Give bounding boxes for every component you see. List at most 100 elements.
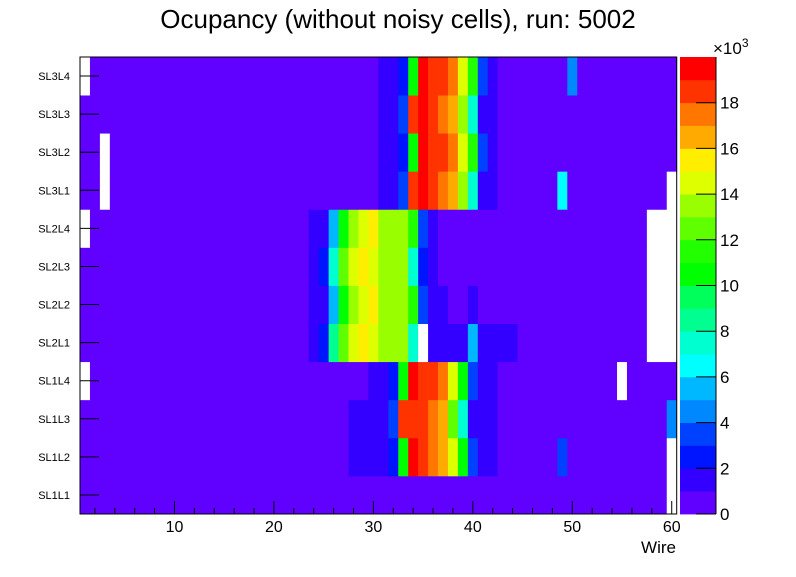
heatmap-cell — [189, 361, 200, 401]
heatmap-cell — [179, 209, 190, 248]
heatmap-cell — [119, 171, 131, 210]
heatmap-cell — [278, 209, 290, 248]
heatmap-cell — [636, 399, 648, 439]
heatmap-cell — [99, 133, 111, 172]
heatmap-cell — [438, 437, 449, 477]
heatmap-cell — [318, 475, 330, 515]
heatmap-cell — [557, 247, 568, 286]
heatmap-cell — [656, 209, 668, 248]
heatmap-cell — [328, 133, 339, 172]
heatmap-cell — [646, 285, 658, 324]
heatmap-cell — [368, 475, 379, 515]
z-multiplier-base: ×10 — [713, 39, 742, 58]
heatmap-cell — [388, 57, 399, 96]
heatmap-cell — [259, 323, 270, 363]
color-scale-label: 18 — [720, 94, 739, 113]
heatmap-cell — [557, 209, 568, 248]
heatmap-cell — [428, 475, 439, 515]
heatmap-cell — [368, 171, 379, 210]
heatmap-cell — [557, 171, 568, 210]
plot-frame — [79, 56, 678, 515]
heatmap-cell — [209, 247, 220, 286]
heatmap-cell — [656, 323, 668, 363]
heatmap-cell — [477, 133, 489, 172]
heatmap-cell — [388, 437, 399, 477]
heatmap-cell — [587, 209, 598, 248]
heatmap-cell — [99, 57, 111, 96]
color-scale-label: 16 — [720, 139, 739, 158]
heatmap-cell — [388, 285, 399, 324]
heatmap-cell — [348, 57, 359, 96]
heatmap-cell — [408, 437, 419, 477]
heatmap-cell — [308, 399, 320, 439]
heatmap-cell — [487, 399, 499, 439]
heatmap-cell — [438, 399, 449, 439]
heatmap-cell — [328, 361, 339, 401]
heatmap-cell — [418, 209, 429, 248]
color-scale-label: 14 — [720, 185, 739, 204]
heatmap-cell — [249, 323, 260, 363]
heatmap-cell — [517, 361, 528, 401]
heatmap-cell — [537, 285, 548, 324]
heatmap-cell — [626, 95, 638, 134]
heatmap-cell — [99, 437, 111, 477]
heatmap-cell — [607, 475, 618, 515]
y-tick-label: SL1L2 — [38, 452, 70, 464]
y-tick-label: SL2L4 — [38, 223, 70, 235]
heatmap-cell — [408, 323, 419, 363]
z-multiplier-exponent: 3 — [742, 36, 749, 50]
heatmap-cell — [597, 437, 608, 477]
heatmap-cell — [139, 361, 151, 401]
heatmap-cell — [447, 95, 459, 134]
heatmap-cell — [557, 399, 568, 439]
heatmap-cell — [656, 475, 668, 515]
heatmap-cell — [567, 323, 578, 363]
heatmap-cell — [328, 57, 339, 96]
heatmap-cell — [507, 133, 518, 172]
heatmap-cell — [626, 399, 638, 439]
heatmap-cell — [308, 133, 320, 172]
heatmap-cell — [298, 171, 310, 210]
heatmap-cell — [646, 323, 658, 363]
heatmap-cell — [229, 285, 240, 324]
heatmap-cell — [149, 285, 160, 324]
x-tick-label: 20 — [265, 519, 283, 536]
heatmap-cell — [617, 323, 628, 363]
heatmap-cell — [378, 95, 389, 134]
heatmap-cell — [149, 247, 160, 286]
heatmap-cell — [348, 133, 359, 172]
heatmap-cell — [288, 171, 300, 210]
heatmap-cell — [268, 361, 280, 401]
heatmap-cell — [438, 285, 449, 324]
heatmap-cell — [467, 95, 479, 134]
heatmap-cell — [487, 437, 499, 477]
heatmap-cell — [139, 247, 151, 286]
heatmap-cell — [259, 437, 270, 477]
heatmap-cell — [268, 209, 280, 248]
heatmap-cell — [209, 475, 220, 515]
heatmap-cell — [577, 323, 588, 363]
heatmap-cell — [577, 399, 588, 439]
heatmap-cell — [298, 247, 310, 286]
color-scale-bin — [680, 376, 716, 401]
heatmap-cell — [607, 437, 618, 477]
x-tick-label: 40 — [464, 519, 482, 536]
heatmap-cell — [607, 171, 618, 210]
heatmap-cell — [428, 247, 439, 286]
heatmap-cell — [259, 247, 270, 286]
color-scale-bin — [680, 171, 716, 195]
heatmap-cell — [159, 399, 170, 439]
heatmap-cell — [607, 323, 618, 363]
color-scale-bin — [680, 216, 716, 241]
heatmap-cell — [358, 247, 369, 286]
y-tick-label: SL1L3 — [38, 414, 70, 426]
heatmap-cell — [368, 323, 379, 363]
heatmap-cell — [607, 209, 618, 248]
heatmap-cell — [298, 133, 310, 172]
heatmap-cell — [626, 133, 638, 172]
heatmap-cell — [408, 171, 419, 210]
heatmap-cell — [278, 361, 290, 401]
heatmap-cell — [587, 323, 598, 363]
heatmap-cell — [129, 475, 141, 515]
heatmap-cell — [169, 285, 180, 324]
